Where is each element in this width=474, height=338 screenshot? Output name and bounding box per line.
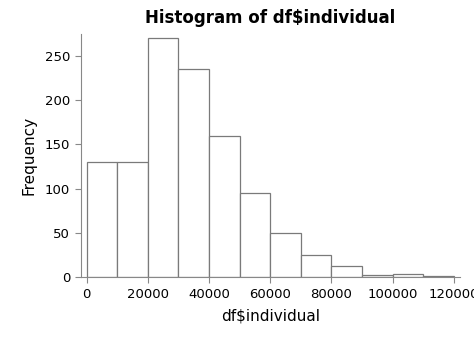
Title: Histogram of df$individual: Histogram of df$individual xyxy=(145,9,395,27)
Y-axis label: Frequency: Frequency xyxy=(21,116,36,195)
Bar xyxy=(301,255,331,277)
Bar xyxy=(331,266,362,277)
Bar xyxy=(270,233,301,277)
Bar xyxy=(148,38,178,277)
Bar xyxy=(392,274,423,277)
Bar xyxy=(423,276,454,277)
Bar xyxy=(117,162,148,277)
Bar xyxy=(209,136,239,277)
Bar xyxy=(362,274,392,277)
X-axis label: df$individual: df$individual xyxy=(221,309,319,324)
Bar xyxy=(87,162,117,277)
Bar xyxy=(239,193,270,277)
Bar xyxy=(178,69,209,277)
